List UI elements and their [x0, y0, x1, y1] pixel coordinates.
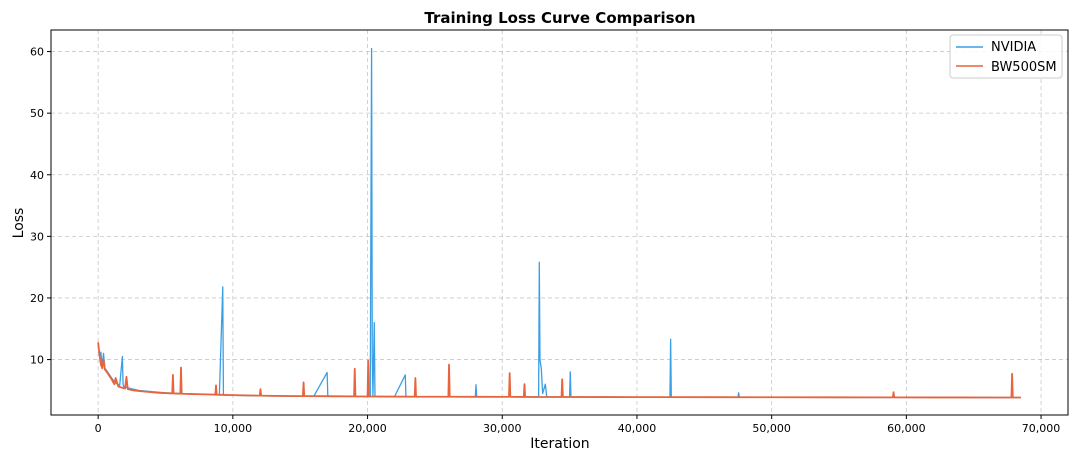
y-tick-label: 20: [30, 292, 44, 305]
x-axis-label: Iteration: [530, 436, 589, 452]
x-tick-label: 30,000: [483, 422, 522, 435]
legend: NVIDIA BW500SM: [949, 34, 1063, 79]
y-tick-label: 10: [30, 354, 44, 367]
x-tick-label: 10,000: [214, 422, 253, 435]
plot-area: [51, 30, 1068, 415]
y-tick-label: 60: [30, 46, 44, 59]
legend-label-bw500sm: BW500SM: [991, 60, 1057, 75]
series-layer: [97, 47, 1021, 399]
x-tick-label: 40,000: [618, 422, 657, 435]
x-tick-label: 20,000: [348, 422, 387, 435]
x-tick-label: 70,000: [1022, 422, 1061, 435]
legend-box: [949, 34, 1063, 79]
chart-title: Training Loss Curve Comparison: [424, 9, 695, 27]
y-tick-label: 50: [30, 107, 44, 120]
ticks: 0 10,000 20,000 30,000 40,000 50,000 60,000 70,…: [30, 46, 1060, 435]
legend-label-nvidia: NVIDIA: [991, 40, 1036, 55]
x-tick-label: 50,000: [752, 422, 791, 435]
y-tick-label: 40: [30, 169, 44, 182]
x-tick-label: 0: [95, 422, 102, 435]
y-axis-label: Loss: [11, 208, 27, 239]
series-line-bw500sm: [97, 342, 1021, 399]
y-tick-label: 30: [30, 230, 44, 243]
plot-frame: [50, 29, 1069, 416]
x-tick-label: 60,000: [887, 422, 926, 435]
